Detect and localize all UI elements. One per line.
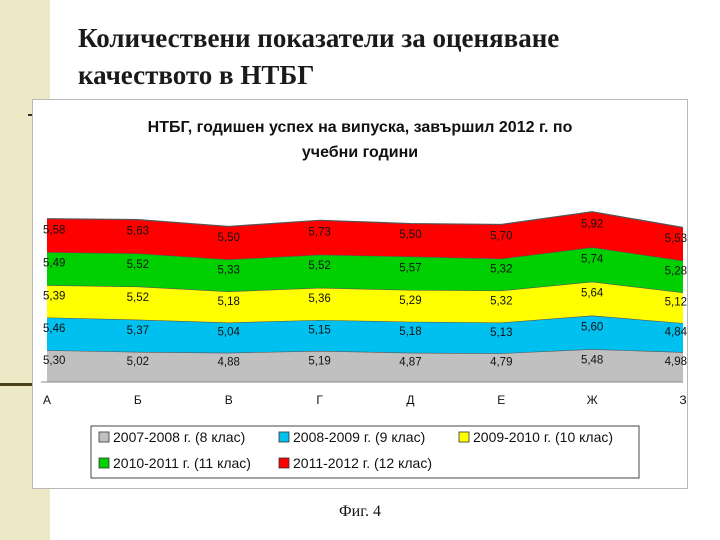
data-label: 4,79 [490,357,512,369]
data-label: 4,87 [399,356,421,368]
data-label: 5,28 [665,266,687,278]
data-label: 5,92 [581,218,603,230]
legend-label: 2010-2011 г. (11 клас) [113,455,251,471]
legend-label: 2011-2012 г. (12 клас) [293,455,432,471]
area-series-5 [47,211,683,261]
data-label: 4,88 [218,356,240,368]
data-label: 5,12 [665,297,687,309]
data-label: 5,29 [399,295,421,307]
data-label: 5,18 [218,296,240,308]
legend-swatch [98,457,110,469]
data-label: 5,02 [127,356,149,368]
area-series-1 [47,349,683,382]
data-label: 5,70 [490,231,512,243]
legend-swatch [98,431,110,443]
data-label: 5,58 [43,224,65,236]
data-label: 5,15 [308,324,330,336]
data-label: 5,73 [308,226,330,238]
decorative-line [0,383,32,386]
data-label: 5,74 [581,253,604,265]
legend-swatch [458,431,470,443]
category-label: Ж [587,393,598,407]
figure-caption: Фиг. 4 [339,503,381,520]
area-edge-series-4 [46,246,684,262]
data-label: 5,60 [581,321,603,333]
chart-title-line-1: НТБГ, годишен успех на випуска, завършил… [148,119,573,136]
data-label: 5,32 [490,264,512,276]
data-label: 5,50 [218,232,240,244]
data-label: 5,53 [665,233,687,245]
data-label: 4,98 [665,356,687,368]
data-label: 5,30 [43,355,65,367]
chart-container: НТБГ, годишен успех на випуска, завършил… [32,99,688,489]
data-label: 5,49 [43,258,65,270]
legend-swatch [278,431,290,443]
data-label: 5,57 [399,262,421,274]
chart-title-line-2: учебни години [302,144,418,161]
data-label: 5,64 [581,288,604,300]
slide-title: Количествени показатели за оценяване кач… [78,23,560,90]
stacked-area-chart: НТБГ, годишен успех на випуска, завършил… [41,119,687,479]
legend-label: 2007-2008 г. (8 клас) [113,429,245,445]
data-label: 5,52 [308,260,330,272]
data-label: 5,04 [218,327,241,339]
data-label: 5,37 [127,325,149,337]
data-label: 5,52 [127,259,149,271]
data-label: 5,32 [490,296,512,308]
legend-label: 2009-2010 г. (10 клас) [473,429,613,445]
legend-box [90,425,640,479]
data-label: 5,48 [581,355,603,367]
data-label: 5,33 [218,264,240,276]
area-series-3 [47,281,683,324]
category-label: Б [134,393,142,407]
data-label: 5,46 [43,323,65,335]
data-label: 5,19 [308,355,330,367]
area-edge-series-1 [46,348,684,354]
data-label: 5,13 [490,327,512,339]
data-label: 5,52 [127,292,149,304]
area-series-2 [47,315,683,354]
area-edge-series-5 [46,211,684,229]
data-label: 5,39 [43,290,65,302]
data-label: 5,18 [399,326,421,338]
data-label: 5,36 [308,293,330,305]
legend-label: 2008-2009 г. (9 клас) [293,429,425,445]
data-label: 5,50 [399,229,421,241]
category-label: Е [497,393,505,407]
category-label: В [225,393,233,407]
category-label: З [679,393,686,407]
legend-swatch [278,457,290,469]
data-label: 4,84 [665,327,687,339]
data-label: 5,63 [127,226,149,238]
category-label: А [43,393,51,407]
category-label: Г [316,393,323,407]
category-label: Д [406,393,414,407]
